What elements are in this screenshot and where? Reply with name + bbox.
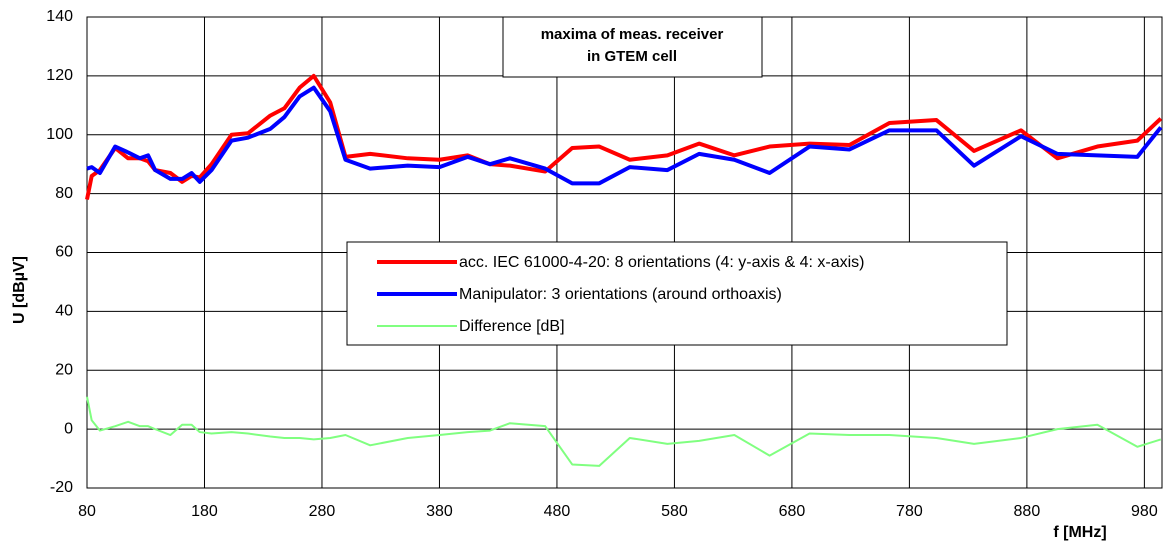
chart-title: maxima of meas. receiver	[541, 26, 724, 43]
x-tick-label: 80	[78, 503, 96, 520]
x-tick-label: 880	[1014, 503, 1041, 520]
y-tick-label: 60	[55, 244, 73, 261]
y-tick-label: 40	[55, 303, 73, 320]
y-tick-label: 120	[46, 67, 73, 84]
x-tick-label: 480	[544, 503, 571, 520]
title-box	[502, 16, 763, 78]
series-line	[86, 396, 1162, 467]
y-tick-label: -20	[50, 479, 73, 496]
x-tick-label: 380	[426, 503, 453, 520]
x-tick-label: 180	[191, 503, 218, 520]
legend-label: Manipulator: 3 orientations (around orth…	[459, 286, 782, 303]
x-tick-label: 980	[1131, 503, 1158, 520]
x-tick-label: 580	[661, 503, 688, 520]
x-tick-label: 280	[309, 503, 336, 520]
y-tick-label: 100	[46, 126, 73, 143]
x-tick-label: 680	[779, 503, 806, 520]
x-axis-label: f [MHz]	[1053, 524, 1106, 541]
y-axis-label: U [dBµV]	[11, 256, 28, 324]
legend-label: acc. IEC 61000-4-20: 8 orientations (4: …	[459, 254, 865, 271]
y-tick-label: 80	[55, 185, 73, 202]
y-tick-label: 20	[55, 361, 73, 378]
y-tick-label: 140	[46, 8, 73, 25]
y-tick-label: 0	[64, 420, 73, 437]
chart-title: in GTEM cell	[587, 48, 677, 65]
series-line	[86, 85, 1163, 186]
x-tick-label: 780	[896, 503, 923, 520]
legend-label: Difference [dB]	[459, 318, 565, 335]
